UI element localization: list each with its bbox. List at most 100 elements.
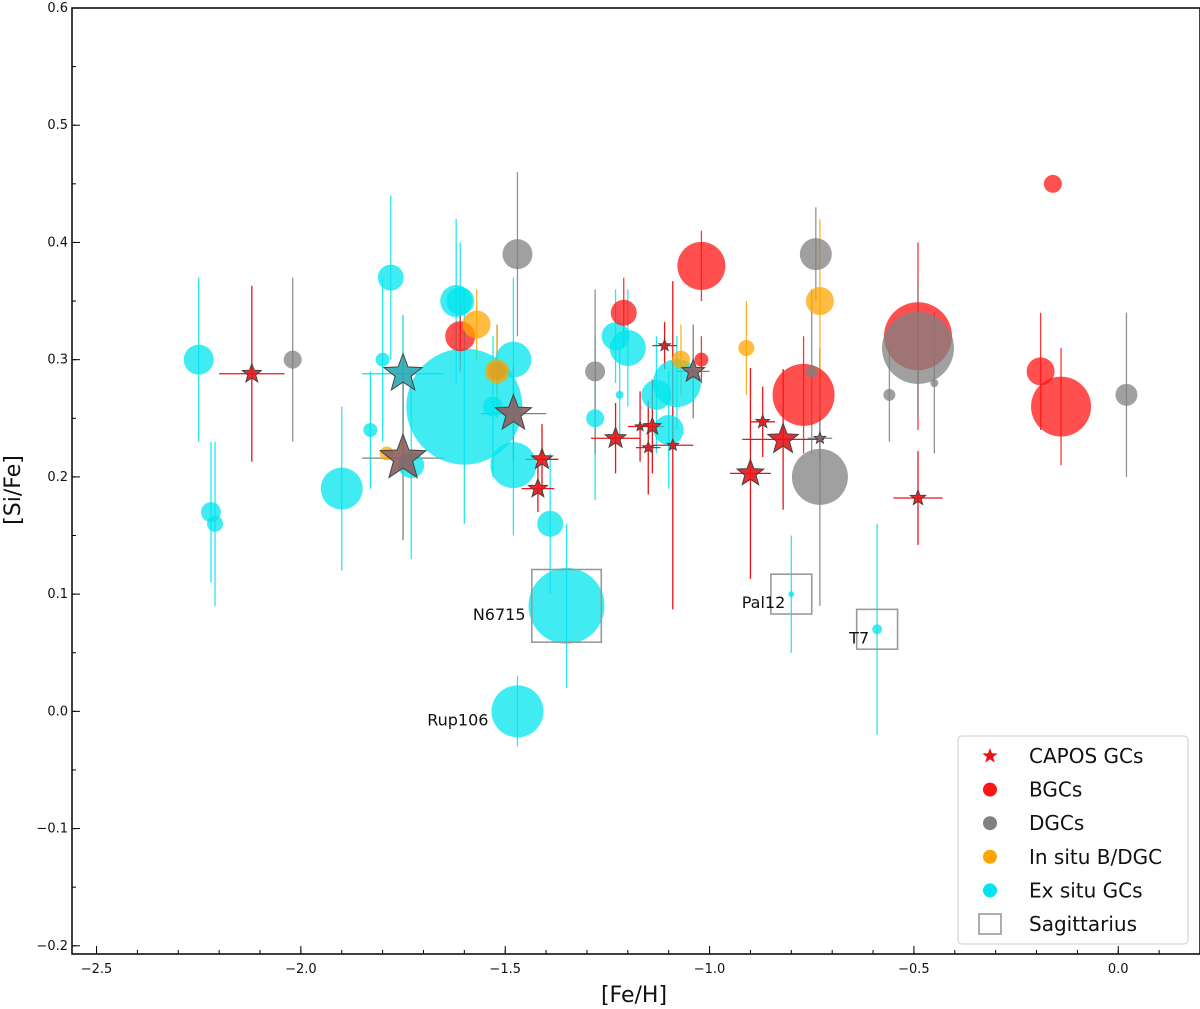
x-tick-label: −2.0 (285, 962, 317, 977)
y-tick-label: 0.6 (47, 1, 68, 16)
capos-star (657, 338, 672, 352)
point-label: T7 (848, 628, 869, 647)
y-tick-label: −0.1 (36, 822, 68, 837)
capos-star (680, 357, 706, 383)
legend-circle-marker (983, 849, 997, 864)
dgc-point (502, 239, 533, 270)
legend-label: Ex situ GCs (1029, 878, 1143, 902)
legend: CAPOS GCs BGCs DGCs In situ B/DGC Ex situ GC… (957, 735, 1189, 945)
dgc-point (882, 311, 954, 384)
capos-star (641, 440, 656, 454)
ex-situ-point (788, 591, 795, 598)
in-situ-point (485, 359, 510, 384)
dgc-point (585, 361, 606, 382)
legend-square-marker (978, 913, 1002, 935)
x-axis-label: [Fe/H] (601, 983, 667, 1008)
legend-star-marker (982, 748, 998, 763)
sagittarius-boxes (530, 568, 899, 651)
capos-star (382, 352, 424, 392)
capos-star (766, 421, 800, 454)
capos-star (909, 488, 927, 506)
y-tick-label: 0.5 (47, 118, 68, 133)
x-tick-label: −2.5 (81, 962, 113, 977)
ex-situ-point (586, 409, 605, 428)
ex-situ-point (490, 442, 537, 489)
axis-ticks: −2.5 −2.0 −1.5 −1.0 −0.5 0.0 −0.2 −0.1 0.0 0.1 0.2… (36, 1, 1160, 977)
legend-circle-marker (983, 816, 997, 831)
capos-star (527, 477, 549, 498)
x-tick-label: −1.0 (694, 962, 726, 977)
point-annotations: N6715 Rup106 Pal12 T7 (427, 593, 869, 729)
legend-box (957, 735, 1189, 945)
dgc-point (799, 238, 832, 271)
capos-star (530, 446, 554, 470)
dgc-point (883, 388, 896, 401)
bgc-point (1026, 357, 1055, 386)
dgc-point (1115, 383, 1138, 406)
bgc-point (772, 363, 835, 426)
legend-label: In situ B/DGC (1029, 845, 1162, 869)
bgc-point (677, 241, 726, 290)
ex-situ-point (446, 287, 475, 316)
in-situ-point (805, 287, 834, 316)
capos-star (665, 437, 680, 452)
x-tick-label: 0.0 (1108, 962, 1129, 977)
ex-situ-point (482, 396, 503, 417)
y-axis-label: [Si/Fe] (1, 455, 26, 525)
ex-situ-point (872, 624, 883, 635)
legend-label: DGCs (1029, 811, 1084, 835)
y-tick-label: 0.2 (47, 470, 68, 485)
legend-circle-marker (983, 782, 997, 797)
bgc-point (610, 299, 637, 326)
dgc-point (805, 365, 818, 378)
in-situ-point (738, 339, 755, 356)
y-tick-label: 0.0 (47, 704, 68, 719)
ex-situ-point (537, 510, 564, 537)
sagittarius-box (855, 608, 899, 651)
data-points (183, 174, 1138, 738)
y-tick-label: −0.2 (36, 939, 68, 954)
dgc-point (283, 350, 302, 369)
ex-situ-point (320, 467, 363, 510)
in-situ-point (462, 310, 491, 339)
sagittarius-box (530, 568, 603, 643)
capos-star (642, 416, 663, 435)
ex-situ-point (183, 344, 214, 375)
in-situ-point (671, 350, 690, 369)
legend-label: CAPOS GCs (1029, 744, 1143, 768)
bgc-point (1031, 376, 1092, 437)
point-label: N6715 (473, 605, 526, 624)
plot-frame (71, 7, 1200, 955)
y-tick-label: 0.1 (47, 587, 68, 602)
point-label: Rup106 (427, 710, 488, 729)
y-tick-label: 0.4 (47, 235, 68, 250)
ex-situ-point (207, 515, 224, 532)
y-tick-label: 0.3 (47, 353, 68, 368)
capos-star (735, 457, 766, 486)
ex-situ-point (377, 264, 404, 291)
capos-star (378, 432, 428, 479)
legend-label: Sagittarius (1029, 912, 1137, 936)
capos-star (633, 420, 647, 432)
capos-stars (240, 338, 927, 506)
x-tick-label: −1.5 (489, 962, 521, 977)
dgc-point (791, 448, 848, 505)
point-label: Pal12 (742, 593, 786, 612)
capos-star (603, 425, 628, 449)
ex-situ-point (363, 423, 378, 438)
bgc-point (1043, 174, 1062, 193)
ex-situ-point (528, 567, 605, 644)
legend-circle-marker (983, 883, 997, 898)
ex-situ-point (609, 329, 646, 366)
ex-situ-point (653, 415, 684, 446)
bgc-point (694, 352, 709, 367)
capos-star (240, 362, 263, 383)
ex-situ-point (375, 352, 390, 367)
capos-star (754, 413, 771, 429)
capos-star (493, 393, 533, 431)
x-tick-label: −0.5 (898, 962, 930, 977)
legend-label: BGCs (1029, 778, 1082, 802)
ex-situ-point (615, 390, 624, 399)
dgc-point (930, 379, 939, 388)
